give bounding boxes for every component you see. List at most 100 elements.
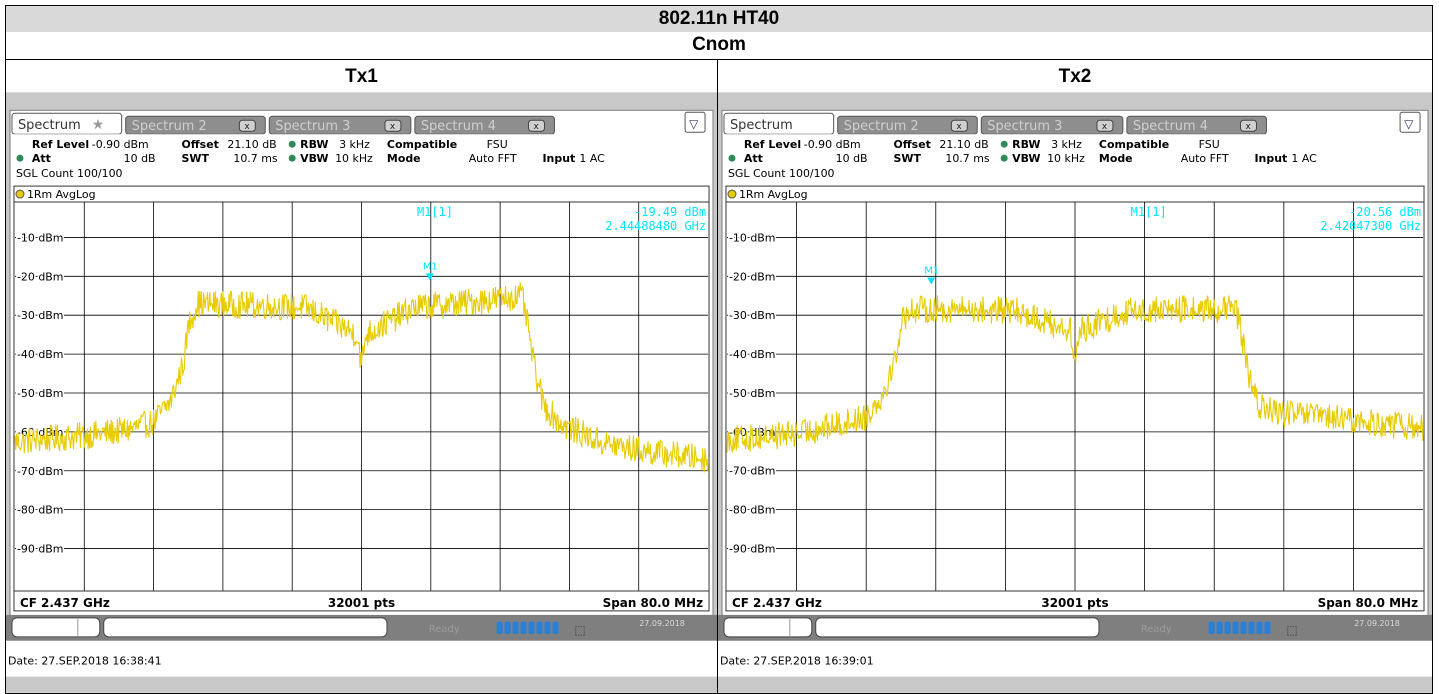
y-tick-label: -40 dBm (729, 348, 776, 361)
close-icon: x (1102, 122, 1108, 132)
spectrum-screenshot-tx1: Spectrum ★ Spectrum 2 x Spectrum 3 x Spectrum … (6, 92, 717, 693)
compatible-label: Compatible (1099, 138, 1169, 151)
trace-series-1rm-avglog (14, 281, 709, 473)
status-text: Ready (1141, 624, 1172, 635)
progress-segment (544, 621, 551, 634)
span: Span 80.0 MHz (603, 596, 703, 610)
marker-readout-name: M1[1] (1131, 205, 1167, 219)
ref-level-value: -0.90 dBm (804, 138, 861, 151)
trace-series-1rm-avglog (726, 295, 1424, 453)
date-area (718, 640, 1432, 677)
rbw-label: RBW (300, 138, 328, 151)
mode-label: Mode (1099, 152, 1133, 165)
status-field-message[interactable] (103, 617, 388, 638)
y-tick-label: -30 dBm (729, 309, 776, 322)
tab-close-button[interactable] (384, 119, 402, 132)
table-subtitle: Cnom (5, 32, 1433, 60)
swt-value: 10.7 ms (233, 152, 278, 165)
sgl-count: SGL Count 100/100 (728, 167, 835, 180)
points-count: 32001 pts (328, 596, 395, 610)
menu-dropdown-button[interactable] (684, 111, 706, 133)
swt-value: 10.7 ms (945, 152, 990, 165)
progress-segment (1256, 621, 1263, 634)
settings-area (10, 134, 713, 185)
swt-label: SWT (182, 152, 210, 165)
input-value: 1 AC (1291, 152, 1317, 165)
swt-label: SWT (894, 152, 922, 165)
att-value: 10 dB (836, 152, 868, 165)
att-indicator (16, 154, 24, 162)
tab-close-button[interactable] (238, 119, 256, 132)
ref-level-label: Ref Level (744, 138, 801, 151)
progress-segment (536, 621, 543, 634)
progress-segment (1240, 621, 1247, 634)
tab-spectrum-4[interactable] (414, 115, 555, 135)
compatible-value: FSU (487, 138, 508, 151)
tab-close-button[interactable] (1240, 119, 1257, 132)
tab-spectrum-2[interactable] (125, 115, 266, 135)
compatible-value: FSU (1199, 138, 1220, 151)
offset-label: Offset (182, 138, 219, 151)
marker-m1-triangle[interactable] (927, 277, 936, 285)
tab-label: Spectrum 2 (132, 119, 207, 134)
marker-readout-name: M1[1] (417, 205, 453, 219)
tab-label: Spectrum (730, 118, 793, 133)
input-value: 1 AC (579, 152, 605, 165)
y-tick-label: -70 dBm (17, 465, 64, 478)
status-field-message[interactable] (815, 617, 1100, 638)
mode-value: Auto FFT (1181, 152, 1229, 165)
column-header-tx1: Tx1 (5, 60, 718, 93)
cell-tx2: Spectrum Spectrum 2 x Spectrum 3 x Spectrum 4… (717, 92, 1433, 694)
rbw-value: 3 kHz (339, 138, 370, 151)
bottom-strip (718, 676, 1432, 693)
close-icon: x (390, 122, 396, 132)
vbw-value: 10 kHz (1047, 152, 1085, 165)
capture-date: Date: 27.SEP.2018 16:39:01 (720, 655, 874, 668)
close-icon: x (534, 122, 540, 132)
vbw-indicator (1000, 154, 1008, 162)
progress-segment (1232, 621, 1239, 634)
tab-close-button[interactable] (528, 119, 545, 132)
close-icon: x (1246, 122, 1252, 132)
y-tick-label: -40 dBm (17, 348, 64, 361)
progress-segment (1216, 621, 1223, 634)
tab-close-button[interactable] (1096, 119, 1114, 132)
instrument-date: 27.09.2018 (639, 619, 685, 628)
att-value: 10 dB (124, 152, 156, 165)
marker-readout-frequency: 2.42047300 GHz (1320, 219, 1421, 233)
rbw-indicator (288, 140, 296, 148)
progress-segment (504, 621, 511, 634)
y-tick-label: -10 dBm (17, 231, 64, 244)
progress-segment (496, 621, 503, 634)
progress-segment (1224, 621, 1231, 634)
progress-segment (1264, 621, 1271, 634)
date-area (6, 640, 717, 677)
offset-value: 21.10 dB (227, 138, 276, 151)
bottom-strip (6, 676, 717, 693)
menu-dropdown-button[interactable] (1399, 111, 1421, 133)
tab-label: Spectrum 3 (275, 119, 350, 134)
ref-level-label: Ref Level (32, 138, 89, 151)
tab-spectrum-3[interactable] (268, 115, 412, 135)
offset-value: 21.10 dB (939, 138, 988, 151)
trace-indicator (727, 189, 737, 199)
rbw-value: 3 kHz (1051, 138, 1082, 151)
att-indicator (728, 154, 736, 162)
trace-label: 1Rm AvgLog (739, 188, 808, 201)
trace-indicator (15, 189, 25, 199)
marker-m1-triangle[interactable] (425, 273, 434, 281)
tab-label: Spectrum 2 (844, 119, 919, 134)
y-tick-label: -80 dBm (729, 504, 776, 517)
vbw-value: 10 kHz (335, 152, 373, 165)
vbw-indicator (288, 154, 296, 162)
tab-spectrum-1[interactable] (11, 112, 123, 135)
progress-segment (512, 621, 519, 634)
progress-segment (1208, 621, 1215, 634)
tab-label: Spectrum 3 (987, 119, 1062, 134)
table-title: 802.11n HT40 (5, 5, 1433, 33)
input-label: Input (1254, 152, 1287, 165)
status-field-left[interactable] (723, 617, 813, 638)
center-frequency: CF 2.437 GHz (732, 596, 822, 610)
status-field-left[interactable] (11, 617, 101, 638)
tab-close-button[interactable] (950, 119, 968, 132)
